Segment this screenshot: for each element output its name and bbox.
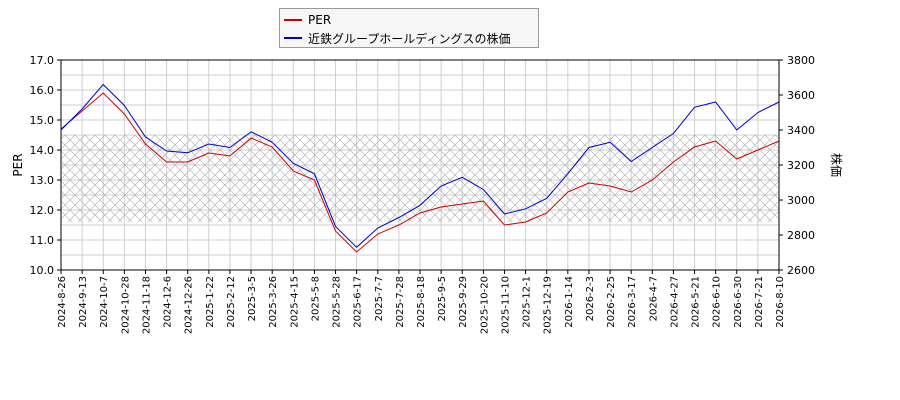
x-tick-label: 2025-5-28 bbox=[332, 276, 343, 328]
x-tick-label: 2025-12-1 bbox=[522, 276, 533, 328]
hatched-band bbox=[61, 135, 779, 222]
y-left-tick-label: 14.0 bbox=[30, 144, 55, 157]
legend-swatch-per bbox=[284, 19, 302, 21]
x-tick-label: 2024-10-28 bbox=[120, 276, 131, 334]
x-tick-label: 2024-8-26 bbox=[57, 276, 68, 328]
y-left-tick-label: 11.0 bbox=[30, 234, 55, 247]
x-tick-label: 2025-6-17 bbox=[353, 276, 364, 328]
x-tick-label: 2026-8-10 bbox=[775, 276, 786, 328]
x-tick-label: 2026-4-7 bbox=[648, 276, 659, 321]
x-tick-label: 2025-7-28 bbox=[395, 276, 406, 328]
legend-swatch-price bbox=[284, 37, 302, 39]
y-left-tick-label: 12.0 bbox=[30, 204, 55, 217]
x-tick-label: 2025-8-18 bbox=[416, 276, 427, 328]
x-tick-label: 2025-3-26 bbox=[268, 276, 279, 328]
y-left-tick-label: 10.0 bbox=[30, 264, 55, 277]
y-left-tick-label: 13.0 bbox=[30, 174, 55, 187]
x-tick-label: 2026-3-17 bbox=[627, 276, 638, 328]
x-tick-label: 2026-1-14 bbox=[564, 276, 575, 328]
y-right-tick-label: 3800 bbox=[787, 54, 815, 67]
series-line-per bbox=[60, 92, 780, 253]
y-left-tick-label: 16.0 bbox=[30, 84, 55, 97]
y-right-tick-label: 3400 bbox=[787, 124, 815, 137]
y-left-tick-label: 15.0 bbox=[30, 114, 55, 127]
x-tick-label: 2024-10-7 bbox=[99, 276, 110, 328]
x-tick-label: 2024-9-13 bbox=[78, 276, 89, 328]
y-right-tick-label: 3000 bbox=[787, 194, 815, 207]
x-tick-label: 2026-5-21 bbox=[691, 276, 702, 328]
x-tick-label: 2026-6-10 bbox=[712, 276, 723, 328]
x-tick-label: 2025-2-12 bbox=[226, 276, 237, 328]
y-axis-left-label: PER bbox=[11, 153, 25, 176]
y-right-tick-label: 3600 bbox=[787, 89, 815, 102]
x-tick-label: 2025-1-22 bbox=[205, 276, 216, 328]
x-tick-label: 2025-7-7 bbox=[374, 276, 385, 321]
series-layer bbox=[60, 83, 780, 253]
x-tick-label: 2026-2-25 bbox=[606, 276, 617, 328]
x-tick-label: 2025-4-15 bbox=[289, 276, 300, 328]
x-tick-label: 2026-6-30 bbox=[733, 276, 744, 328]
x-tick-label: 2024-12-26 bbox=[184, 276, 195, 334]
y-right-tick-label: 2600 bbox=[787, 264, 815, 277]
x-tick-label: 2025-9-29 bbox=[458, 276, 469, 328]
legend-label-per: PER bbox=[308, 13, 332, 27]
y-right-tick-label: 2800 bbox=[787, 229, 815, 242]
x-tick-label: 2025-5-8 bbox=[310, 276, 321, 321]
x-tick-label: 2026-4-27 bbox=[669, 276, 680, 328]
y-left-tick-label: 17.0 bbox=[30, 54, 55, 67]
x-tick-label: 2025-10-20 bbox=[479, 276, 490, 334]
y-axis-right-label: 株価 bbox=[829, 153, 844, 177]
x-tick-label: 2026-2-3 bbox=[585, 276, 596, 321]
x-tick-label: 2025-12-19 bbox=[543, 276, 554, 334]
x-tick-label: 2024-11-18 bbox=[141, 276, 152, 334]
y-axis-left-ticks: 10.0 11.0 12.0 13.0 14.0 15.0 16.0 17.0 bbox=[30, 54, 61, 277]
legend-item-per: PER bbox=[284, 11, 331, 29]
legend: PER 近鉄グループホールディングスの株価 bbox=[279, 8, 539, 48]
x-tick-label: 2026-7-21 bbox=[754, 276, 765, 328]
x-tick-label: 2024-12-6 bbox=[163, 276, 174, 328]
x-tick-label: 2025-11-10 bbox=[500, 276, 511, 334]
x-axis-ticks: 2024-8-26 2024-9-13 2024-10-7 2024-10-28 202… bbox=[57, 270, 786, 334]
y-right-tick-label: 3200 bbox=[787, 159, 815, 172]
y-axis-right-ticks: 2600 2800 3000 3200 3400 3600 3800 bbox=[779, 54, 815, 277]
legend-label-price: 近鉄グループホールディングスの株価 bbox=[308, 31, 511, 46]
x-tick-label: 2025-3-5 bbox=[247, 276, 258, 321]
series-line-price bbox=[60, 83, 780, 248]
legend-item-price: 近鉄グループホールディングスの株価 bbox=[284, 29, 510, 47]
x-tick-label: 2025-9-5 bbox=[437, 276, 448, 321]
